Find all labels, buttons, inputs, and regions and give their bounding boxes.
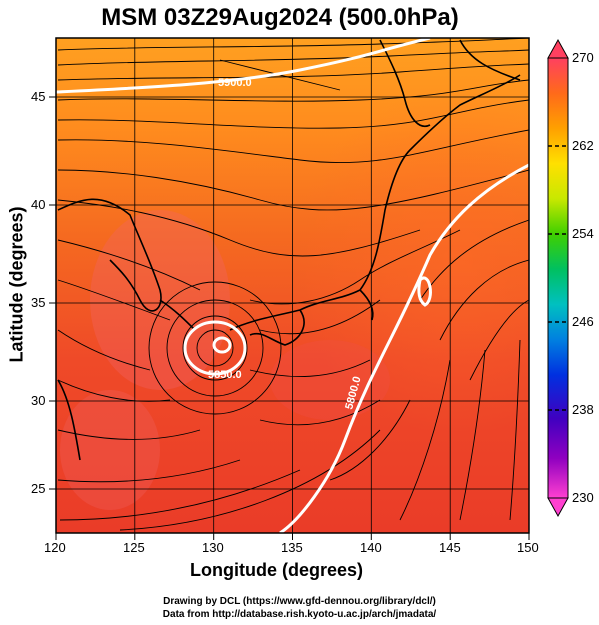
colorbar-tick-label: 230	[572, 490, 594, 505]
y-tick-label: 25	[31, 481, 46, 496]
map-title: MSM 03Z29Aug2024 (500.0hPa)	[101, 4, 459, 31]
credit-data-source: Data from http://database.rish.kyoto-u.a…	[162, 609, 437, 620]
x-tick-label: 145	[439, 540, 461, 555]
x-axis-title: Longitude (degrees)	[190, 560, 364, 580]
y-tick-label: 40	[31, 197, 46, 212]
colorbar-tick-label: 270	[572, 50, 594, 65]
geopotential-contours	[56, 38, 529, 533]
coastlines	[57, 39, 521, 461]
colorbar-tick-label: 238	[572, 402, 594, 417]
y-axis-title: Latitude (degrees)	[6, 206, 27, 363]
colorbar-tick-label: 254	[572, 226, 594, 241]
wind-streamlines	[57, 38, 529, 531]
x-tick-label: 125	[123, 540, 145, 555]
y-tick-label: 35	[31, 295, 46, 310]
graticule	[56, 38, 529, 533]
x-tick-label: 140	[360, 540, 382, 555]
colorbar-max-arrow	[547, 38, 569, 59]
colorbar-min-arrow	[547, 497, 569, 518]
colorbar	[547, 38, 569, 518]
y-tick-label: 45	[31, 89, 46, 104]
y-tick-label: 30	[31, 393, 46, 408]
x-tick-label: 120	[44, 540, 66, 555]
colorbar-tick-label: 246	[572, 314, 594, 329]
x-tick-label: 130	[202, 540, 224, 555]
credit-drawing: Drawing by DCL (https://www.gfd-dennou.o…	[163, 596, 436, 607]
contour-label-5850: 5850.0	[208, 369, 242, 381]
contour-label-5900: 5900.0	[218, 77, 252, 89]
x-tick-label: 150	[517, 540, 539, 555]
colorbar-tick-label: 262	[572, 138, 594, 153]
x-tick-label: 135	[281, 540, 303, 555]
tick-marks	[49, 96, 530, 540]
